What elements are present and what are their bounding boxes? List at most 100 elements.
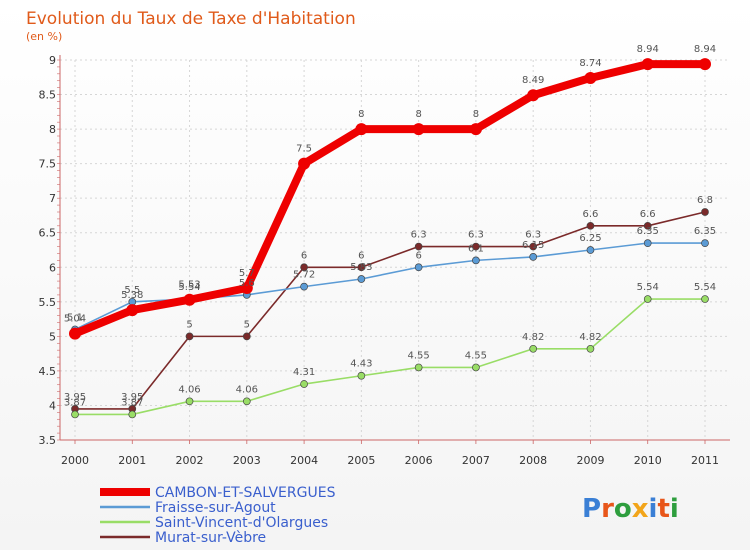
y-tick-label: 8.5 <box>39 89 57 102</box>
data-point[interactable] <box>242 397 251 406</box>
data-label: 5.54 <box>637 282 659 293</box>
data-label: 4.06 <box>236 384 258 395</box>
chart-subtitle: (en %) <box>26 30 62 43</box>
data-point[interactable] <box>472 363 480 372</box>
y-tick-label: 9 <box>49 54 56 67</box>
x-tick-label: 2009 <box>576 454 604 467</box>
data-point[interactable] <box>357 263 366 272</box>
data-point[interactable] <box>298 157 311 170</box>
x-tick-label: 2005 <box>347 454 375 467</box>
data-point[interactable] <box>472 256 480 265</box>
proxiti-logo: Proxiti <box>582 494 679 524</box>
data-label: 5 <box>244 319 250 330</box>
data-point[interactable] <box>529 242 538 251</box>
data-point[interactable] <box>355 123 368 136</box>
series-line-cambon-et-salvergues <box>71 60 709 338</box>
data-point[interactable] <box>185 397 194 406</box>
series-cambon-et-salvergues <box>69 58 711 340</box>
data-point[interactable] <box>183 293 196 306</box>
data-point[interactable] <box>412 123 425 136</box>
data-label: 4.31 <box>293 367 315 378</box>
legend-label-fraisse-sur-agout[interactable]: Fraisse-sur-Agout <box>155 500 276 516</box>
data-label: 7.5 <box>296 144 312 155</box>
data-point[interactable] <box>584 71 597 84</box>
data-label: 4.82 <box>579 332 601 343</box>
data-point[interactable] <box>472 242 480 251</box>
data-label: 4.43 <box>350 359 372 370</box>
grid <box>60 59 730 441</box>
data-label: 8 <box>473 109 479 120</box>
data-point[interactable] <box>242 332 251 341</box>
data-label: 5.1 <box>67 312 83 323</box>
data-point[interactable] <box>414 363 423 372</box>
data-point[interactable] <box>240 282 253 294</box>
data-point[interactable] <box>699 58 711 71</box>
data-point[interactable] <box>300 263 308 272</box>
x-tick-label: 2008 <box>519 454 547 467</box>
data-label: 6.35 <box>637 226 659 237</box>
data-point[interactable] <box>414 263 423 272</box>
logo-letter: i <box>649 494 658 524</box>
chart-title: Evolution du Taux de Taxe d'Habitation <box>26 9 356 29</box>
data-point[interactable] <box>71 410 79 419</box>
data-point[interactable] <box>641 58 654 71</box>
data-point[interactable] <box>128 410 137 419</box>
data-label: 8.49 <box>522 75 544 86</box>
data-point[interactable] <box>529 253 538 261</box>
series-line-murat-sur-vebre <box>74 211 706 410</box>
x-tick-label: 2003 <box>233 454 261 467</box>
data-label: 6.3 <box>411 230 427 241</box>
data-point[interactable] <box>586 221 595 230</box>
x-tick-label: 2000 <box>61 454 89 467</box>
data-label: 8.94 <box>694 44 716 55</box>
data-label: 6 <box>415 250 421 261</box>
y-tick-label: 6.5 <box>39 227 57 240</box>
data-label: 8 <box>358 109 364 120</box>
data-point[interactable] <box>643 221 652 230</box>
y-tick-label: 6 <box>49 261 56 274</box>
data-point[interactable] <box>643 295 652 303</box>
data-label: 5.04 <box>64 314 86 325</box>
x-tick-label: 2001 <box>118 454 146 467</box>
series-group <box>69 58 711 419</box>
data-point[interactable] <box>357 371 366 380</box>
legend-label-cambon-et-salvergues[interactable]: CAMBON-ET-SALVERGUES <box>155 485 336 501</box>
data-label: 6.3 <box>468 230 484 241</box>
legend-label-murat-sur-vebre[interactable]: Murat-sur-Vèbre <box>155 530 266 546</box>
data-point[interactable] <box>469 123 482 136</box>
x-tick-label: 2004 <box>290 454 318 467</box>
logo-letter: i <box>670 494 679 524</box>
series-line-fraisse-sur-agout <box>74 242 706 331</box>
data-point[interactable] <box>185 332 194 341</box>
data-label: 5.72 <box>293 270 315 281</box>
data-point[interactable] <box>357 275 366 283</box>
data-label: 4.55 <box>408 350 430 361</box>
legend: CAMBON-ET-SALVERGUESFraisse-sur-AgoutSai… <box>100 485 336 546</box>
data-point[interactable] <box>69 327 81 340</box>
data-point[interactable] <box>300 282 308 291</box>
data-point[interactable] <box>300 380 308 388</box>
legend-label-saint-vincent-d-olargues[interactable]: Saint-Vincent-d'Olargues <box>155 515 328 531</box>
data-label: 6.15 <box>522 240 544 251</box>
data-point[interactable] <box>586 246 595 254</box>
data-point[interactable] <box>643 239 652 247</box>
data-point[interactable] <box>126 304 139 317</box>
data-label: 5.6 <box>239 278 255 289</box>
logo-letter: t <box>657 494 669 524</box>
data-point[interactable] <box>414 242 423 251</box>
y-tick-label: 5.5 <box>39 296 57 309</box>
data-label: 3.87 <box>64 397 86 408</box>
data-point[interactable] <box>701 208 709 216</box>
data-point[interactable] <box>527 89 540 102</box>
data-point[interactable] <box>529 344 538 353</box>
y-tick-label: 5 <box>49 330 56 343</box>
data-point[interactable] <box>701 295 709 303</box>
data-label: 6 <box>358 250 364 261</box>
logo-letter: o <box>614 494 632 524</box>
x-tick-label: 2007 <box>462 454 490 467</box>
data-point[interactable] <box>586 344 595 353</box>
data-point[interactable] <box>701 239 709 247</box>
data-label: 6.25 <box>579 233 601 244</box>
